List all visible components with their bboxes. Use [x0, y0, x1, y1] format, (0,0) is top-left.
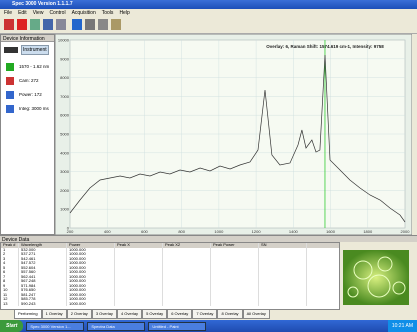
item-icon [6, 91, 14, 99]
y-tick-label: 6000 [60, 113, 70, 118]
table-cell [211, 302, 259, 307]
x-tick-label: 200 [67, 229, 74, 234]
menu-item[interactable]: File [4, 10, 12, 15]
preview-image [343, 250, 409, 305]
table-cell: 13 [1, 302, 19, 307]
device-item[interactable]: Instrument [21, 45, 49, 55]
tool-icon[interactable] [43, 19, 53, 30]
x-tick-label: 600 [141, 229, 148, 234]
device-icon [4, 47, 18, 53]
table-cell [259, 302, 307, 307]
device-panel: Device Information Instrument 1570 - 1.6… [0, 34, 55, 235]
device-item[interactable]: Integ: 3000 ms [19, 106, 49, 111]
tab[interactable]: 5 Overlay [142, 310, 167, 319]
tab-strip: Performing1 Overlay2 Overlay3 Overlay4 O… [0, 310, 417, 319]
spectrum-plot: 0100020003000400050006000700080009000100… [55, 34, 412, 235]
taskbar-item[interactable]: Spectra Data [87, 322, 145, 331]
tab[interactable]: 3 Overlay [92, 310, 117, 319]
taskbar-item[interactable]: Spec 3000 Version 1... [26, 322, 84, 331]
app-window: Spec 3000 Version 1.1.1.7 File Edit View Co… [0, 0, 417, 332]
x-tick-label: 1400 [289, 229, 299, 234]
y-tick-label: 3000 [60, 169, 70, 174]
item-icon [6, 105, 14, 113]
x-tick-label: 400 [104, 229, 111, 234]
tool-icon[interactable] [17, 19, 27, 30]
panel-header: Device Information [1, 35, 54, 42]
start-button[interactable]: Start [0, 320, 23, 332]
device-item[interactable]: Cam: 272 [19, 78, 39, 83]
tab[interactable]: 4 Overlay [117, 310, 142, 319]
item-icon [6, 63, 14, 71]
menu-item[interactable]: Edit [18, 10, 27, 15]
device-item[interactable]: 1570 - 1.62 nm [19, 64, 49, 69]
tool-icon[interactable] [85, 19, 95, 30]
y-tick-label: 8000 [60, 75, 70, 80]
tool-icon[interactable] [4, 19, 14, 30]
menu-item[interactable]: View [33, 10, 44, 15]
y-tick-label: 9000 [60, 56, 70, 61]
y-tick-label: 7000 [60, 94, 70, 99]
device-item[interactable]: Power: 172 [19, 92, 42, 97]
tab[interactable]: All Overlay [243, 310, 270, 319]
taskbar: Start Spec 3000 Version 1...Spectra Data… [0, 320, 417, 332]
x-tick-label: 2000 [401, 229, 411, 234]
plot-annotation: Overlay: 6, Raman Shift: 1574.619 cm-1, … [266, 44, 384, 49]
table-cell [163, 302, 211, 307]
y-tick-label: 4000 [60, 150, 70, 155]
tab[interactable]: Performing [14, 310, 42, 319]
tool-icon[interactable] [111, 19, 121, 30]
tab[interactable]: 7 Overlay [192, 310, 217, 319]
x-tick-label: 1000 [214, 229, 224, 234]
y-tick-label: 5000 [60, 132, 70, 137]
panel-header: Device Data [0, 235, 417, 242]
item-icon [6, 77, 14, 85]
x-tick-label: 1600 [326, 229, 336, 234]
tab[interactable]: 6 Overlay [167, 310, 192, 319]
tab[interactable]: 2 Overlay [67, 310, 92, 319]
x-tick-label: 1200 [252, 229, 262, 234]
x-tick-label: 800 [178, 229, 185, 234]
y-tick-label: 1000 [60, 207, 70, 212]
tool-icon[interactable] [56, 19, 66, 30]
tool-icon[interactable] [98, 19, 108, 30]
y-tick-label: 10000 [58, 38, 70, 43]
x-tick-label: 1800 [363, 229, 373, 234]
tab[interactable]: 1 Overlay [42, 310, 67, 319]
menu-item[interactable]: Help [119, 10, 129, 15]
menu-bar: File Edit View Control Acquisition Tools Help [0, 9, 417, 16]
data-table: Peak #WavelengthPowerPeak XPeak X2Peak P… [0, 242, 340, 310]
tab[interactable]: 8 Overlay [217, 310, 242, 319]
title-bar: Spec 3000 Version 1.1.1.7 [0, 0, 417, 9]
menu-item[interactable]: Tools [102, 10, 114, 15]
tool-icon[interactable] [72, 19, 82, 30]
clock: 10:21 AM [388, 320, 417, 332]
menu-item[interactable]: Control [49, 10, 65, 15]
taskbar-item[interactable]: Untitled - Paint [148, 322, 206, 331]
toolbar [0, 16, 417, 34]
table-cell: 590.243 [19, 302, 67, 307]
y-tick-label: 2000 [60, 188, 70, 193]
table-cell: 1000.000 [67, 302, 115, 307]
menu-item[interactable]: Acquisition [72, 10, 96, 15]
tool-icon[interactable] [30, 19, 40, 30]
table-cell [115, 302, 163, 307]
